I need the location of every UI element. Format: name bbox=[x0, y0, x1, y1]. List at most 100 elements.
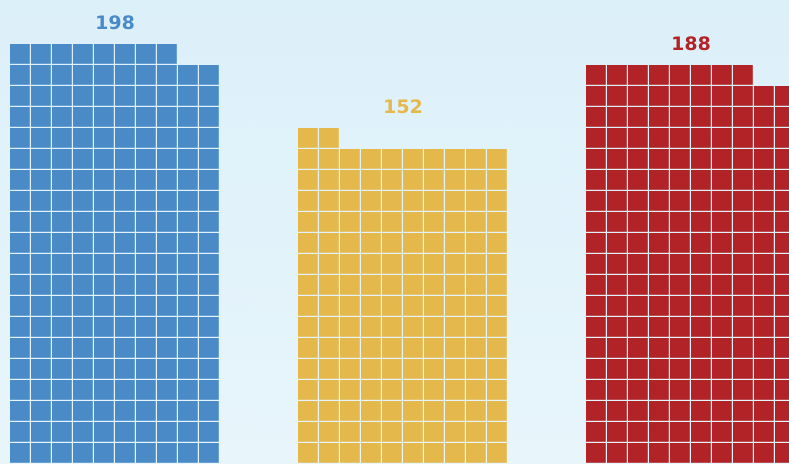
unit bbox=[775, 212, 789, 232]
unit bbox=[607, 401, 627, 421]
unit bbox=[178, 359, 198, 379]
unit bbox=[157, 359, 177, 379]
unit bbox=[403, 359, 423, 379]
unit bbox=[733, 338, 753, 358]
unit bbox=[115, 149, 135, 169]
unit bbox=[775, 170, 789, 190]
unit bbox=[178, 170, 198, 190]
unit bbox=[52, 86, 72, 106]
unit bbox=[424, 212, 444, 232]
unit bbox=[52, 128, 72, 148]
unit bbox=[487, 212, 507, 232]
unit bbox=[199, 149, 219, 169]
unit bbox=[403, 401, 423, 421]
unit bbox=[136, 296, 156, 316]
unit bbox=[31, 296, 51, 316]
unit bbox=[670, 212, 690, 232]
unit bbox=[136, 359, 156, 379]
unit bbox=[136, 233, 156, 253]
unit bbox=[775, 128, 789, 148]
unit bbox=[73, 65, 93, 85]
unit bbox=[298, 443, 318, 463]
unit bbox=[691, 149, 711, 169]
unit bbox=[628, 86, 648, 106]
unit bbox=[298, 422, 318, 442]
unit bbox=[586, 170, 606, 190]
unit bbox=[361, 149, 381, 169]
unit bbox=[691, 128, 711, 148]
unit bbox=[712, 86, 732, 106]
unit bbox=[361, 296, 381, 316]
unit bbox=[73, 128, 93, 148]
unit bbox=[115, 254, 135, 274]
unit bbox=[340, 275, 360, 295]
unit bbox=[178, 65, 198, 85]
unit bbox=[733, 170, 753, 190]
unit bbox=[691, 380, 711, 400]
unit bbox=[361, 443, 381, 463]
unit bbox=[733, 359, 753, 379]
unit bbox=[361, 422, 381, 442]
unit bbox=[340, 422, 360, 442]
unit bbox=[775, 233, 789, 253]
unit bbox=[712, 128, 732, 148]
unit bbox=[466, 359, 486, 379]
unit bbox=[94, 107, 114, 127]
unit bbox=[649, 191, 669, 211]
unit bbox=[115, 443, 135, 463]
unit bbox=[712, 65, 732, 85]
unit bbox=[94, 254, 114, 274]
unit bbox=[754, 170, 774, 190]
unit bbox=[670, 170, 690, 190]
unit bbox=[136, 380, 156, 400]
unit bbox=[403, 149, 423, 169]
unit bbox=[691, 107, 711, 127]
unit bbox=[403, 212, 423, 232]
unit bbox=[754, 275, 774, 295]
unit bbox=[445, 212, 465, 232]
unit bbox=[73, 422, 93, 442]
unit bbox=[319, 233, 339, 253]
unit bbox=[361, 170, 381, 190]
unit bbox=[10, 275, 30, 295]
unit bbox=[670, 338, 690, 358]
unit bbox=[487, 401, 507, 421]
unit bbox=[733, 275, 753, 295]
unit bbox=[10, 359, 30, 379]
unit bbox=[649, 107, 669, 127]
unit bbox=[52, 107, 72, 127]
unit bbox=[733, 191, 753, 211]
unit bbox=[10, 338, 30, 358]
unit bbox=[94, 86, 114, 106]
unit bbox=[712, 212, 732, 232]
unit bbox=[157, 191, 177, 211]
unit bbox=[733, 212, 753, 232]
unit bbox=[445, 254, 465, 274]
unit bbox=[628, 128, 648, 148]
unit bbox=[361, 359, 381, 379]
unit bbox=[178, 254, 198, 274]
unit bbox=[115, 317, 135, 337]
unit bbox=[157, 443, 177, 463]
unit bbox=[691, 212, 711, 232]
unit bbox=[628, 359, 648, 379]
unit bbox=[382, 233, 402, 253]
unit bbox=[403, 296, 423, 316]
unit bbox=[628, 191, 648, 211]
unit bbox=[319, 170, 339, 190]
unit bbox=[52, 212, 72, 232]
unit bbox=[157, 275, 177, 295]
unit bbox=[340, 338, 360, 358]
unit bbox=[94, 170, 114, 190]
unit bbox=[298, 191, 318, 211]
unit bbox=[466, 422, 486, 442]
unit bbox=[382, 401, 402, 421]
unit bbox=[52, 275, 72, 295]
unit bbox=[712, 401, 732, 421]
unit bbox=[52, 254, 72, 274]
unit bbox=[586, 86, 606, 106]
unit bbox=[178, 338, 198, 358]
unit bbox=[628, 65, 648, 85]
unit bbox=[115, 296, 135, 316]
